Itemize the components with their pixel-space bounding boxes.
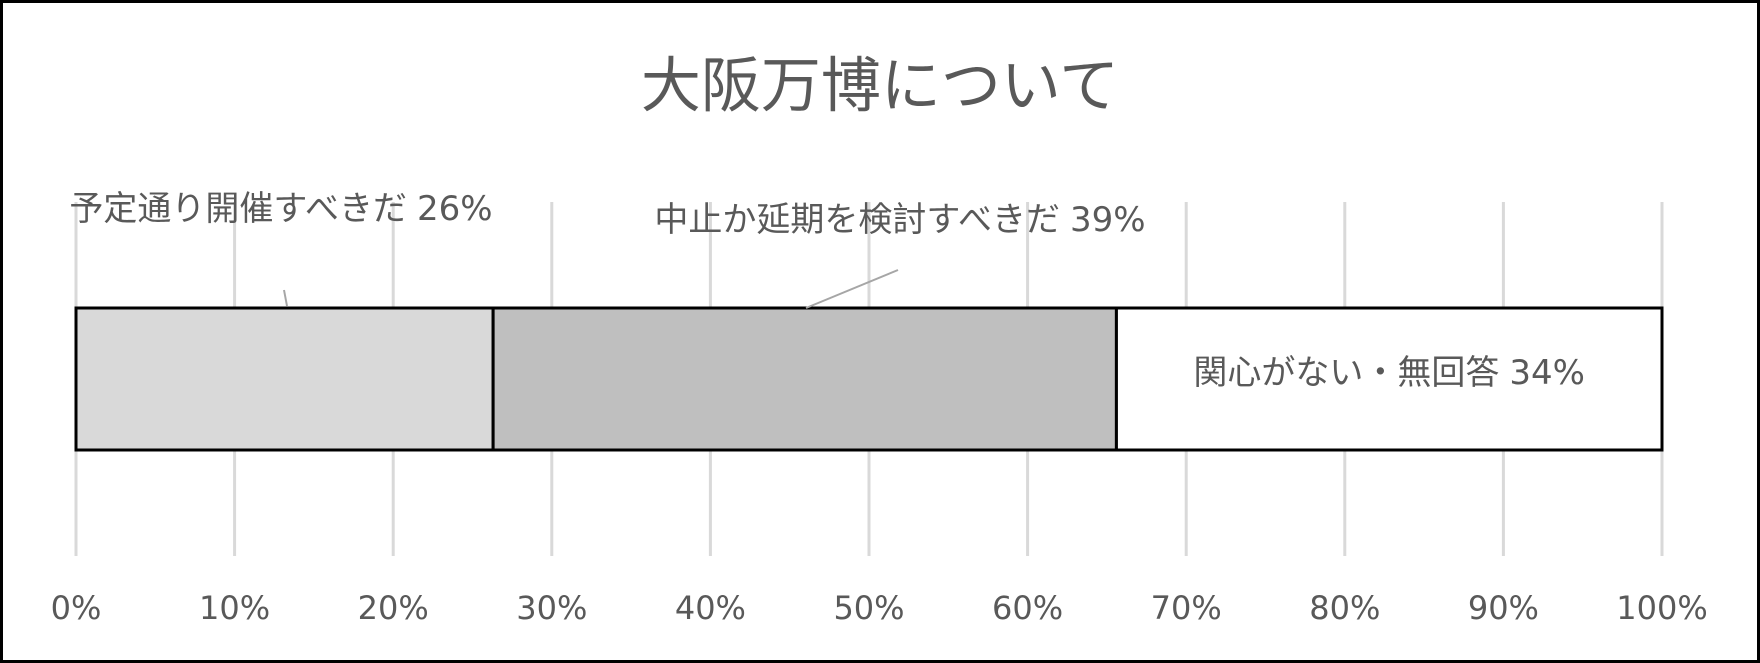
series-name: 中止か延期を検討すべきだ bbox=[654, 200, 1060, 240]
leader-line bbox=[805, 269, 899, 309]
data-label: 中止か延期を検討すべきだ 39% bbox=[654, 200, 1145, 240]
x-tick-label: 80% bbox=[1309, 589, 1380, 627]
value-label: 39% bbox=[1070, 200, 1146, 240]
leader-line bbox=[283, 289, 288, 307]
x-tick-label: 60% bbox=[992, 589, 1063, 627]
x-tick-label: 70% bbox=[1151, 589, 1222, 627]
x-tick-label: 40% bbox=[675, 589, 746, 627]
x-tick-label: 50% bbox=[833, 589, 904, 627]
series-name: 予定通り開催すべきだ bbox=[69, 189, 407, 229]
x-tick-label: 10% bbox=[199, 589, 270, 627]
value-label: 34% bbox=[1509, 353, 1585, 393]
x-tick-label: 30% bbox=[516, 589, 587, 627]
series-name: 関心がない・無回答 bbox=[1193, 353, 1499, 393]
data-label: 関心がない・無回答 34% bbox=[1193, 353, 1585, 393]
x-tick-label: 90% bbox=[1468, 589, 1539, 627]
bar-segment bbox=[74, 306, 495, 452]
data-label: 予定通り開催すべきだ 26% bbox=[69, 189, 492, 229]
bar-segment bbox=[1114, 306, 1664, 452]
x-tick-label: 0% bbox=[51, 589, 102, 627]
bar-segment bbox=[491, 306, 1118, 452]
x-tick-label: 100% bbox=[1616, 589, 1707, 627]
value-label: 26% bbox=[417, 189, 493, 229]
chart-title: 大阪万博について bbox=[641, 52, 1119, 122]
x-tick-label: 20% bbox=[358, 589, 429, 627]
